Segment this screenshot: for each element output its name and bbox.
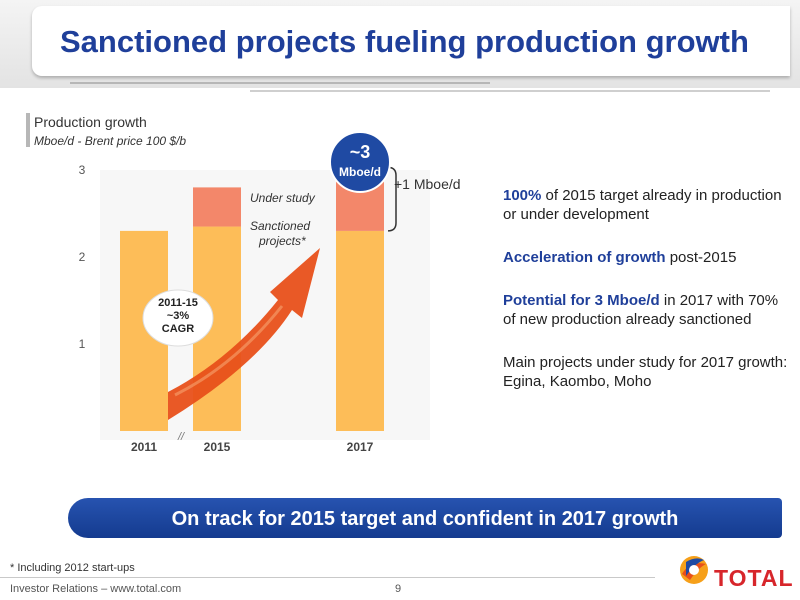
key-points: 100% of 2015 target already in productio… bbox=[503, 186, 793, 391]
bullet-acceleration: Acceleration of growth post-2015 bbox=[503, 248, 793, 267]
bracket bbox=[387, 166, 397, 232]
y-tick-label: 3 bbox=[79, 163, 86, 177]
bullet-projects: Main projects under study for 2017 growt… bbox=[503, 353, 793, 391]
bullet-target: 100% of 2015 target already in productio… bbox=[503, 186, 793, 224]
y-tick-label: 2 bbox=[79, 250, 86, 264]
legend-sanctioned: Sanctioned bbox=[250, 219, 310, 233]
logo-wordmark: TOTAL bbox=[714, 565, 794, 591]
footer-divider bbox=[0, 577, 655, 578]
cagr-label: CAGR bbox=[162, 323, 194, 335]
bracket-label: +1 Mboe/d bbox=[394, 176, 461, 192]
growth-arrow-highlight bbox=[174, 305, 284, 397]
bullet-strong: 100% bbox=[503, 187, 542, 204]
production-chart: 1 2 3 2011 2015 2017 // 2011-15~3%CAGR Under stu… bbox=[79, 131, 461, 454]
title-bar: Sanctioned projects fueling production g… bbox=[0, 0, 800, 88]
bullet-potential: Potential for 3 Mboe/d in 2017 with 70% … bbox=[503, 291, 793, 329]
x-tick-label: 2011 bbox=[131, 440, 157, 454]
cagr-label: 2011-15 bbox=[158, 297, 198, 309]
bullet-text: post-2015 bbox=[665, 249, 737, 266]
y-tick-label: 1 bbox=[79, 337, 86, 351]
bullet-strong: Acceleration of growth bbox=[503, 249, 666, 266]
x-tick-label: 2017 bbox=[347, 440, 374, 454]
chart-title: Production growth bbox=[34, 114, 147, 130]
chart-subtitle: Mboe/d - Brent price 100 $/b bbox=[34, 134, 187, 148]
bullet-strong: Potential for 3 Mboe/d bbox=[503, 292, 660, 309]
bar-base-production bbox=[336, 230, 384, 431]
cagr-label: ~3% bbox=[167, 310, 190, 322]
chart-heading-bar bbox=[26, 113, 30, 147]
axis-break-label: // bbox=[177, 431, 185, 443]
x-tick-label: 2015 bbox=[204, 440, 231, 454]
bullet-text: Main projects under study for 2017 growt… bbox=[503, 354, 788, 390]
page-number: 9 bbox=[395, 583, 402, 595]
total-badge-unit: Mboe/d bbox=[339, 165, 381, 179]
cagr-callout bbox=[142, 289, 214, 347]
total-badge-value: ~3 bbox=[350, 142, 371, 162]
banner-text: On track for 2015 target and confident i… bbox=[171, 508, 679, 530]
slide-title: Sanctioned projects fueling production g… bbox=[60, 24, 749, 59]
bar-sanctioned-projects bbox=[193, 187, 241, 227]
total-logo-icon bbox=[680, 556, 708, 584]
title-panel bbox=[32, 6, 790, 76]
footnote: * Including 2012 start-ups bbox=[10, 562, 135, 574]
footer-website: Investor Relations – www.total.com bbox=[10, 583, 182, 595]
bullet-text: of 2015 target already in production or … bbox=[503, 187, 782, 223]
decorative-line bbox=[250, 90, 770, 92]
legend-sanctioned: projects* bbox=[258, 234, 306, 248]
decorative-line bbox=[70, 82, 490, 84]
bullet-text: in 2017 with 70% of new production alrea… bbox=[503, 292, 779, 328]
conclusion-banner: On track for 2015 target and confident i… bbox=[68, 498, 782, 538]
legend-under-study: Under study bbox=[250, 191, 316, 205]
total-badge bbox=[329, 131, 391, 193]
